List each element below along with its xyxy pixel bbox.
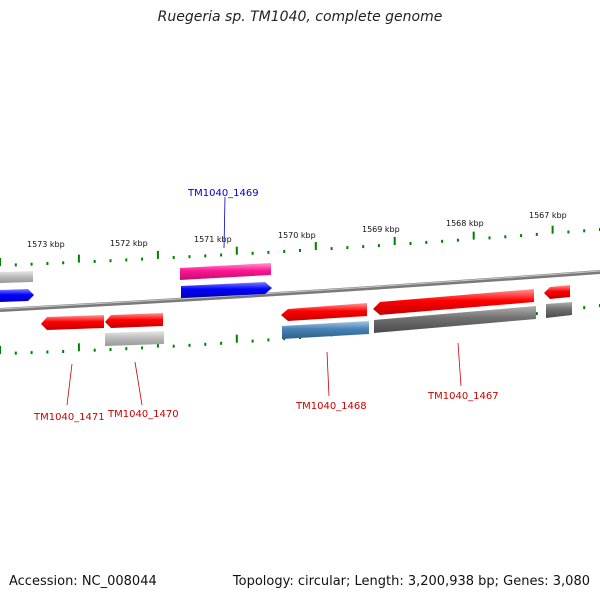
ruler-minor-tick xyxy=(299,249,301,252)
ruler-minor-tick xyxy=(220,341,223,345)
ruler-major-tick xyxy=(0,346,1,354)
tick-label-1569: 1569 kbp xyxy=(362,225,400,234)
gene-label-TM1040_1470[interactable]: TM1040_1470 xyxy=(107,409,179,420)
ruler-minor-tick xyxy=(583,306,586,310)
ruler-minor-tick xyxy=(14,351,17,355)
leader-line-1467 xyxy=(457,342,462,387)
gene-TM1040_1468[interactable] xyxy=(281,303,367,321)
gene-feature-lightgray-1470[interactable] xyxy=(105,331,164,346)
ruler-minor-tick xyxy=(204,342,207,346)
ruler-major-tick xyxy=(77,343,80,352)
ruler-minor-tick xyxy=(567,230,570,234)
ruler-major-tick xyxy=(235,246,238,255)
leader-line-1471 xyxy=(66,363,73,406)
ruler-minor-tick xyxy=(109,259,112,263)
topology-text: Topology: circular; Length: 3,200,938 bp… xyxy=(232,574,590,589)
gene-TM1040_1469[interactable] xyxy=(181,282,272,298)
gene-feature-gray-1467[interactable] xyxy=(374,306,536,333)
leader-line-1469 xyxy=(223,196,226,249)
ruler-minor-tick xyxy=(188,343,191,347)
ruler-minor-tick xyxy=(125,347,128,351)
gene-feature-gray-right[interactable] xyxy=(546,302,572,318)
ruler-minor-tick xyxy=(441,239,444,243)
ruler-minor-tick xyxy=(30,351,33,355)
ruler-minor-tick xyxy=(535,232,538,236)
tick-label-1570: 1570 kbp xyxy=(278,231,316,240)
ruler-minor-tick xyxy=(520,234,523,238)
ruler-minor-tick xyxy=(267,338,270,342)
ruler-minor-tick xyxy=(172,344,175,348)
tick-label-1571: 1571 kbp xyxy=(194,235,232,244)
leader-line-1468 xyxy=(326,351,330,397)
ruler-minor-tick xyxy=(62,261,65,265)
gene-feature-steelblue-1468[interactable] xyxy=(282,321,369,339)
ruler-minor-tick xyxy=(377,244,380,248)
ruler-minor-tick xyxy=(488,236,491,240)
ruler-minor-tick xyxy=(141,346,144,350)
gene-label-TM1040_1471[interactable]: TM1040_1471 xyxy=(33,412,105,423)
tick-label-1567: 1567 kbp xyxy=(529,211,567,220)
ruler-minor-tick xyxy=(504,235,507,239)
gene-label-TM1040_1467[interactable]: TM1040_1467 xyxy=(427,391,499,402)
ruler-minor-tick xyxy=(93,259,96,263)
gene-TM1040_1467[interactable] xyxy=(373,289,534,315)
gene-TM1040_1471[interactable] xyxy=(41,315,104,330)
ruler-minor-tick xyxy=(251,339,254,343)
ruler-minor-tick xyxy=(409,242,412,245)
ruler-minor-tick xyxy=(204,254,207,258)
gene-label-TM1040_1468[interactable]: TM1040_1468 xyxy=(295,401,367,412)
ruler-major-tick xyxy=(393,237,396,245)
ruler-minor-tick xyxy=(46,262,49,265)
gene-feature-gray-left[interactable] xyxy=(0,271,33,283)
ruler-major-tick xyxy=(314,242,317,250)
ruler-minor-tick xyxy=(220,253,223,257)
tick-label-1568: 1568 kbp xyxy=(446,219,484,228)
ruler-minor-tick xyxy=(46,350,49,354)
gene-feature-red-right[interactable] xyxy=(544,285,570,299)
gene-TM1040_1470[interactable] xyxy=(105,313,163,328)
ruler-minor-tick xyxy=(330,247,333,251)
accession-text: Accession: NC_008044 xyxy=(9,574,157,589)
ruler-major-tick xyxy=(77,254,80,263)
ruler-major-tick xyxy=(472,231,475,240)
ruler-minor-tick xyxy=(172,256,175,259)
ruler-minor-tick xyxy=(362,245,365,249)
ruler-minor-tick xyxy=(425,240,428,244)
ruler-minor-tick xyxy=(93,348,96,352)
ruler-minor-tick xyxy=(125,258,128,262)
leader-line-1470 xyxy=(134,361,143,406)
ruler-outer xyxy=(0,225,600,267)
ruler-major-tick xyxy=(0,258,1,266)
ruler-minor-tick xyxy=(30,262,33,266)
ruler-minor-tick xyxy=(188,255,191,259)
ruler-major-tick xyxy=(156,250,159,259)
gene-feature-pink-1469[interactable] xyxy=(180,263,271,280)
ruler-minor-tick xyxy=(251,251,254,255)
map-title: Ruegeria sp. TM1040, complete genome xyxy=(157,9,443,25)
ruler-major-tick xyxy=(551,225,554,234)
ruler-minor-tick xyxy=(346,246,349,250)
ruler-minor-tick xyxy=(14,263,17,267)
ruler-minor-tick xyxy=(109,348,112,351)
ruler-minor-tick xyxy=(62,350,65,353)
genome-backbone-highlight xyxy=(0,270,600,310)
ruler-minor-tick xyxy=(141,257,144,261)
ruler-minor-tick xyxy=(583,229,586,233)
tick-label-1572: 1572 kbp xyxy=(110,239,148,248)
genome-backbone xyxy=(0,270,600,312)
ruler-minor-tick xyxy=(283,249,286,253)
tick-label-1573: 1573 kbp xyxy=(27,240,65,249)
ruler-minor-tick xyxy=(456,238,459,242)
gene-label-TM1040_1469[interactable]: TM1040_1469 xyxy=(187,188,259,199)
ruler-major-tick xyxy=(235,334,238,343)
ruler-minor-tick xyxy=(267,250,270,254)
gene-feature-blue-left[interactable] xyxy=(0,289,34,302)
ruler-minor-tick xyxy=(535,312,538,316)
